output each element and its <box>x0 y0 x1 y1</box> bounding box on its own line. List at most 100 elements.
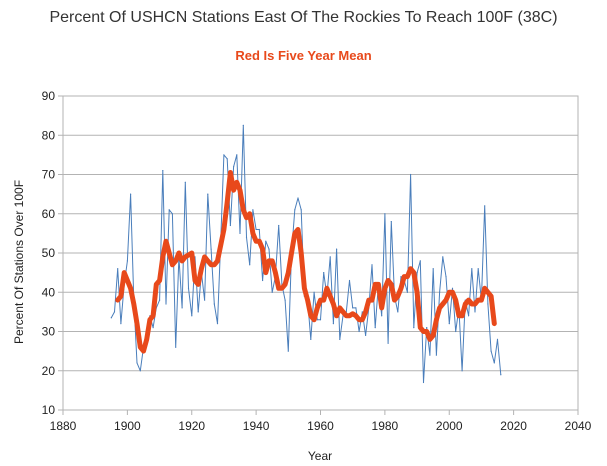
annual-data-point <box>258 228 260 231</box>
annual-data-point <box>336 248 338 250</box>
chart-subtitle: Red Is Five Year Mean <box>235 48 372 63</box>
mean-data-point <box>325 287 329 290</box>
mean-data-point <box>412 271 415 274</box>
mean-data-point <box>441 302 444 306</box>
mean-data-point <box>280 287 284 290</box>
annual-data-point <box>278 224 280 227</box>
mean-data-point <box>123 271 126 274</box>
annual-data-point <box>358 330 360 333</box>
annual-data-point <box>300 209 302 211</box>
mean-data-point <box>116 298 119 302</box>
x-tick-label: 1920 <box>178 419 205 433</box>
mean-data-point <box>258 240 261 243</box>
mean-data-point <box>293 232 296 235</box>
mean-data-point <box>406 275 409 278</box>
mean-data-point <box>164 240 168 243</box>
x-tick-label: 2040 <box>565 419 592 433</box>
annual-data-point <box>390 221 392 223</box>
mean-data-point <box>206 259 209 263</box>
annual-data-point <box>213 303 215 305</box>
mean-data-point <box>377 283 380 286</box>
mean-data-point <box>393 298 396 302</box>
mean-data-point <box>151 314 155 317</box>
mean-data-point <box>267 259 271 263</box>
annual-data-point <box>139 370 141 372</box>
mean-data-point <box>457 314 461 317</box>
mean-data-point <box>425 330 428 333</box>
mean-data-point <box>345 314 348 317</box>
annual-data-point <box>187 287 190 289</box>
gridlines <box>58 95 579 415</box>
annual-data-point <box>487 303 489 305</box>
mean-data-point <box>480 298 483 302</box>
mean-data-point <box>174 259 177 263</box>
annual-data-point <box>310 338 312 340</box>
annual-data-point <box>416 272 418 274</box>
annual-data-point <box>159 299 161 301</box>
mean-data-point <box>419 326 422 329</box>
mean-data-point <box>473 302 477 306</box>
annual-data-point <box>474 311 476 313</box>
mean-data-point <box>338 306 341 310</box>
mean-data-point <box>493 322 496 325</box>
mean-data-point <box>351 312 354 315</box>
annual-data-point <box>455 330 457 333</box>
annual-data-point <box>113 311 116 313</box>
annual-data-point <box>435 354 437 356</box>
annual-data-point <box>110 317 112 319</box>
annual-data-point <box>207 193 209 195</box>
mean-data-point <box>341 310 345 314</box>
annual-data-point <box>262 279 264 282</box>
mean-data-point <box>142 349 145 353</box>
annual-data-point <box>406 291 408 293</box>
mean-data-point <box>322 298 325 302</box>
mean-data-point <box>399 287 403 290</box>
annual-data-point <box>229 224 231 227</box>
annual-data-point <box>471 268 473 270</box>
mean-data-point <box>303 287 306 290</box>
annual-data-point <box>252 209 254 211</box>
annual-data-point <box>236 154 238 156</box>
annual-data-point <box>265 240 267 242</box>
annual-data-point <box>117 268 119 270</box>
annual-data-point <box>181 307 183 309</box>
mean-data-point <box>129 287 132 290</box>
mean-data-point <box>467 298 470 302</box>
y-tick-label: 70 <box>42 168 56 182</box>
mean-data-point <box>489 295 493 298</box>
mean-data-point <box>448 291 451 294</box>
mean-data-point <box>187 253 190 257</box>
mean-data-point <box>428 338 432 341</box>
mean-data-point <box>332 302 335 306</box>
annual-data-point <box>439 291 441 293</box>
annual-data-point <box>120 323 122 325</box>
y-tick-label: 20 <box>42 364 56 378</box>
annual-data-point <box>419 260 421 262</box>
x-axis-label: Year <box>307 449 333 463</box>
mean-data-point <box>390 283 393 286</box>
annual-data-point <box>245 236 248 238</box>
mean-data-point <box>254 240 258 243</box>
annual-data-point <box>422 381 425 384</box>
annual-data-point <box>381 315 383 317</box>
annual-data-point <box>384 213 386 215</box>
annual-data-point <box>313 291 315 293</box>
mean-data-point <box>460 314 464 317</box>
mean-data-point <box>300 251 303 255</box>
y-tick-label: 90 <box>42 89 56 103</box>
mean-data-point <box>180 259 184 263</box>
mean-data-point <box>126 279 129 282</box>
mean-data-point <box>177 251 181 255</box>
mean-data-point <box>312 318 316 321</box>
five-year-mean-line <box>115 170 497 354</box>
annual-data-point <box>348 279 351 282</box>
mean-data-point <box>200 267 203 270</box>
mean-data-point <box>235 181 238 184</box>
mean-data-point <box>232 189 235 192</box>
mean-data-point <box>287 271 290 274</box>
mean-data-point <box>370 298 374 302</box>
annual-data-point <box>361 311 363 313</box>
mean-data-point <box>290 251 293 255</box>
mean-data-point <box>438 306 441 310</box>
